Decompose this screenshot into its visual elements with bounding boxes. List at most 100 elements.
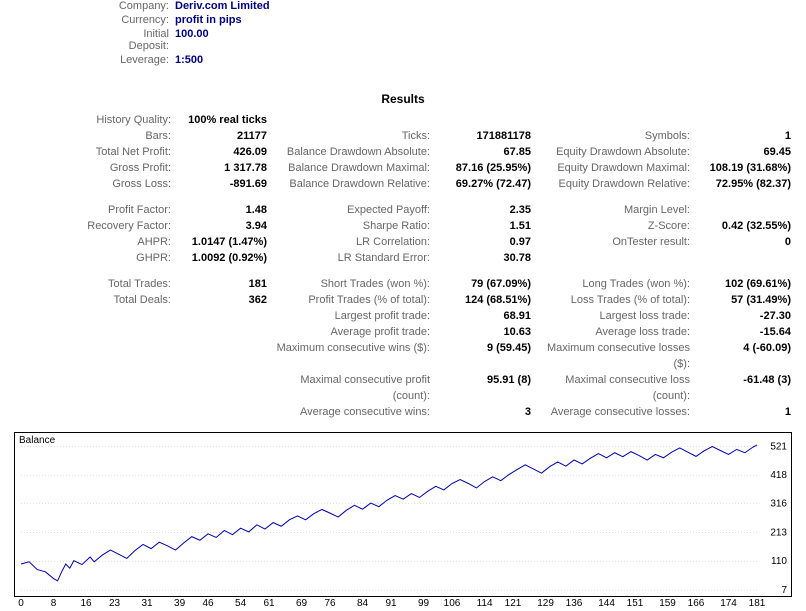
stat-value: 1.0092 (0.92%) — [177, 250, 267, 266]
info-value: Deriv.com Limited — [175, 0, 270, 12]
stat-value — [696, 202, 791, 218]
stat-value: 21177 — [177, 128, 267, 144]
stat-label: Total Net Profit: — [14, 144, 177, 160]
stat-value: 57 (31.49%) — [696, 292, 791, 308]
stat-value: 1 317.78 — [177, 160, 267, 176]
stat-label: Short Trades (won %): — [267, 276, 436, 292]
stat-label: Loss Trades (% of total): — [531, 292, 696, 308]
stat-label: Maximal consecutive profit (count): — [267, 372, 436, 404]
stat-value: 1.51 — [436, 218, 531, 234]
results-heading: Results — [0, 92, 806, 106]
stat-label: Average consecutive wins: — [267, 404, 436, 420]
stat-value: 426.09 — [177, 144, 267, 160]
stat-label: Margin Level: — [531, 202, 696, 218]
stat-value: 102 (69.61%) — [696, 276, 791, 292]
stat-label — [14, 404, 177, 420]
stat-value: -61.48 (3) — [696, 372, 791, 404]
info-label: Initial Deposit: — [100, 28, 175, 52]
stat-label: Sharpe Ratio: — [267, 218, 436, 234]
stat-label: Long Trades (won %): — [531, 276, 696, 292]
stat-value: 100% real ticks — [177, 112, 267, 128]
stat-label: Balance Drawdown Absolute: — [267, 144, 436, 160]
stat-value: 10.63 — [436, 324, 531, 340]
stat-label: LR Correlation: — [267, 234, 436, 250]
balance-line — [21, 445, 757, 581]
stat-label: Equity Drawdown Absolute: — [531, 144, 696, 160]
stat-value — [177, 324, 267, 340]
stat-value: -15.64 — [696, 324, 791, 340]
stat-value: 108.19 (31.68%) — [696, 160, 791, 176]
stat-label — [14, 324, 177, 340]
stat-value: 1.0147 (1.47%) — [177, 234, 267, 250]
stat-label: Profit Factor: — [14, 202, 177, 218]
stat-value: 30.78 — [436, 250, 531, 266]
stat-label: Maximum consecutive wins ($): — [267, 340, 436, 372]
y-tick-label: 213 — [770, 527, 787, 538]
stat-value: 2.35 — [436, 202, 531, 218]
y-tick-label: 521 — [770, 441, 787, 452]
stat-value: 4 (-60.09) — [696, 340, 791, 372]
stat-label: Gross Loss: — [14, 176, 177, 192]
stat-value: 95.91 (8) — [436, 372, 531, 404]
stat-label: Average consecutive losses: — [531, 404, 696, 420]
stat-label: History Quality: — [14, 112, 177, 128]
stat-label: Gross Profit: — [14, 160, 177, 176]
stat-value — [436, 112, 531, 128]
stat-value: 3 — [436, 404, 531, 420]
info-label: Currency: — [100, 14, 175, 26]
stat-label — [531, 112, 696, 128]
stat-value: 68.91 — [436, 308, 531, 324]
stat-value: 181 — [177, 276, 267, 292]
stat-value: 0.97 — [436, 234, 531, 250]
balance-chart-xaxis: 0816233139465461697684919910611412112913… — [14, 597, 792, 611]
stat-value: 67.85 — [436, 144, 531, 160]
y-tick-label: 110 — [771, 556, 787, 567]
stat-label: Bars: — [14, 128, 177, 144]
stat-label: AHPR: — [14, 234, 177, 250]
stat-label — [14, 372, 177, 404]
stat-value: 72.95% (82.37) — [696, 176, 791, 192]
stat-label: Largest profit trade: — [267, 308, 436, 324]
stat-value: 87.16 (25.95%) — [436, 160, 531, 176]
stat-value — [177, 372, 267, 404]
stat-label: Profit Trades (% of total): — [267, 292, 436, 308]
stat-label: GHPR: — [14, 250, 177, 266]
stat-value — [177, 340, 267, 372]
y-tick-label: 316 — [770, 499, 787, 510]
stat-value: 1.48 — [177, 202, 267, 218]
stat-label: Equity Drawdown Relative: — [531, 176, 696, 192]
chart-title: Balance — [19, 435, 55, 446]
info-label: Leverage: — [100, 54, 175, 66]
info-label: Company: — [100, 0, 175, 12]
stat-label: Balance Drawdown Relative: — [267, 176, 436, 192]
stat-value: 362 — [177, 292, 267, 308]
stat-value — [696, 250, 791, 266]
stat-value: 0.42 (32.55%) — [696, 218, 791, 234]
stat-label: Total Deals: — [14, 292, 177, 308]
y-tick-label: 7 — [781, 585, 787, 596]
info-value: 100.00 — [175, 28, 209, 52]
stat-label: Average loss trade: — [531, 324, 696, 340]
stat-value: -27.30 — [696, 308, 791, 324]
stat-label: Expected Payoff: — [267, 202, 436, 218]
info-value: 1:500 — [175, 54, 203, 66]
stat-label: Total Trades: — [14, 276, 177, 292]
stat-label: LR Standard Error: — [267, 250, 436, 266]
stat-label: Recovery Factor: — [14, 218, 177, 234]
account-info: Company:Deriv.com LimitedCurrency:profit… — [0, 0, 806, 78]
stat-label: Ticks: — [267, 128, 436, 144]
stat-label: Maximum consecutive losses ($): — [531, 340, 696, 372]
stat-label: Z-Score: — [531, 218, 696, 234]
y-tick-label: 418 — [770, 470, 787, 481]
balance-chart-svg: 7 110 213 316 418 521 — [15, 433, 791, 596]
stat-label: Equity Drawdown Maximal: — [531, 160, 696, 176]
stat-value — [696, 112, 791, 128]
stat-value: 3.94 — [177, 218, 267, 234]
stat-value: 1 — [696, 128, 791, 144]
stat-label: OnTester result: — [531, 234, 696, 250]
stat-label: Balance Drawdown Maximal: — [267, 160, 436, 176]
info-value: profit in pips — [175, 14, 242, 26]
stat-value: -891.69 — [177, 176, 267, 192]
stat-label — [531, 250, 696, 266]
stat-value: 171881178 — [436, 128, 531, 144]
